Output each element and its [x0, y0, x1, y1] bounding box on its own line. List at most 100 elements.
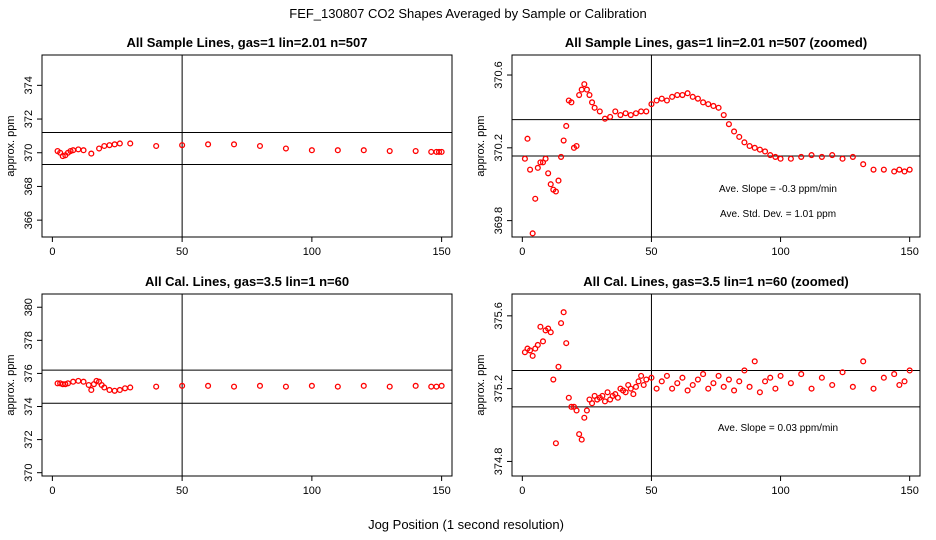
panel-1-point [705, 101, 712, 108]
panel-0-ytick-label-2: 370 [23, 144, 35, 162]
panel-3-point [839, 369, 846, 376]
panel-3-ytick-label-0: 374.8 [493, 448, 505, 476]
panel-2-point [433, 383, 440, 390]
panel-3-xtick-label-1: 50 [645, 485, 657, 497]
panel-0-point [88, 150, 95, 157]
panel-2-point [179, 382, 186, 389]
panel-1-point [839, 155, 846, 162]
panel-1-point [694, 95, 701, 102]
panel-3-xtick-label-0: 0 [519, 485, 525, 497]
panel-1-point [563, 122, 570, 130]
panel-1-point [870, 166, 877, 173]
panel-2-point [101, 384, 108, 391]
panel-2-point [334, 383, 341, 390]
panel-3-point [565, 394, 572, 401]
panel-1-point [700, 99, 707, 106]
panel-3-point [614, 394, 621, 401]
panel-1-point [627, 112, 634, 119]
panel-3-point [705, 385, 712, 392]
panel-0-point [282, 145, 289, 152]
panel-3-point [632, 383, 639, 390]
panel-1-annotation-0: Ave. Slope = -0.3 ppm/min [719, 184, 837, 195]
panel-3-point [751, 358, 758, 365]
panel-3-point [715, 372, 722, 379]
panel-cal-lines-zoomed: All Cal. Lines, gas=3.5 lin=1 n=60 (zoom… [475, 274, 921, 497]
panel-1-point [573, 142, 580, 150]
panel-3-point [635, 378, 642, 385]
panel-1-point [808, 152, 815, 159]
panel-2-point [256, 382, 264, 389]
panel-3-xtick-label-3: 150 [900, 485, 918, 497]
panel-0-point [308, 147, 315, 154]
panel-1-point [736, 133, 743, 140]
panel-3-point [653, 385, 660, 392]
panel-cal-lines: All Cal. Lines, gas=3.5 lin=1 n=60 0 50 100… [5, 274, 453, 497]
panel-1-point [537, 159, 544, 166]
panel-3-point [638, 372, 645, 379]
panel-0-point [230, 141, 238, 148]
panel-3-point [552, 440, 559, 447]
panel-3-point [529, 352, 536, 359]
panel-1-point [581, 81, 588, 88]
panel-3-point [798, 371, 805, 378]
panel-2-ytick-label-4: 378 [23, 331, 35, 349]
panel-1-point [880, 166, 887, 173]
panel-0-xtick-label-3: 150 [432, 246, 450, 258]
panel-2-point [121, 385, 129, 392]
panel-2-points [54, 377, 445, 394]
figure-xlabel: Jog Position (1 second resolution) [368, 517, 564, 532]
panel-1-point [669, 93, 676, 100]
panel-1-point [741, 139, 748, 146]
panel-3-ytick-label-1: 375.2 [493, 375, 505, 403]
panel-0-point [435, 148, 443, 155]
panel-1-point [746, 142, 753, 150]
panel-1-annotation-1: Ave. Std. Dev. = 1.01 ppm [720, 209, 836, 220]
panel-1-point [591, 104, 598, 111]
panel-1-point [896, 166, 903, 173]
panel-3-point [648, 374, 655, 381]
panel-3-point [710, 380, 717, 387]
panel-1-point [674, 91, 681, 99]
panel-1-point [860, 161, 867, 168]
panel-1-point [679, 91, 686, 99]
panel-2-point [360, 382, 367, 389]
panel-1-point [689, 93, 696, 100]
panel-3-point [663, 372, 670, 379]
panel-3-point [555, 363, 562, 370]
panel-3-point [563, 340, 570, 347]
panel-1-point [534, 164, 541, 171]
panel-0-points [54, 140, 445, 160]
panel-0-point [334, 147, 341, 154]
panel-2-ytick-label-0: 370 [23, 464, 35, 482]
panel-3-xtick-label-2: 100 [771, 485, 789, 497]
panel-1-point [772, 153, 779, 160]
panel-3-point [736, 378, 743, 385]
panel-1-xtick-label-3: 150 [900, 246, 918, 258]
panel-1-point [568, 99, 575, 106]
panel-2-point [75, 377, 82, 384]
panel-3-point [622, 389, 629, 396]
panel-2-point [64, 380, 71, 387]
panel-2-point [308, 382, 315, 389]
panel-2-xtick-label-3: 150 [432, 485, 450, 497]
panel-3-point [684, 387, 691, 394]
panel-0-point [256, 142, 264, 150]
panel-1-point [586, 91, 593, 99]
panel-0-frame [41, 54, 453, 238]
panel-1-point [762, 148, 769, 155]
panel-1-point [552, 188, 559, 195]
panel-1-ytick-label-0: 369.8 [493, 207, 505, 235]
panel-3-point [694, 376, 701, 383]
panel-3-point [674, 380, 681, 387]
panel-1-point [906, 166, 913, 173]
panel-3-point [870, 385, 877, 392]
panel-3-point [630, 391, 637, 398]
panel-1-point [596, 108, 603, 115]
panel-1-point [542, 155, 549, 162]
panel-0-point [412, 148, 419, 155]
panel-1-point [638, 108, 645, 115]
panel-3-point [741, 367, 748, 374]
panel-3-point [679, 374, 686, 381]
panel-1-point [547, 181, 554, 188]
panel-3-point [880, 374, 887, 381]
